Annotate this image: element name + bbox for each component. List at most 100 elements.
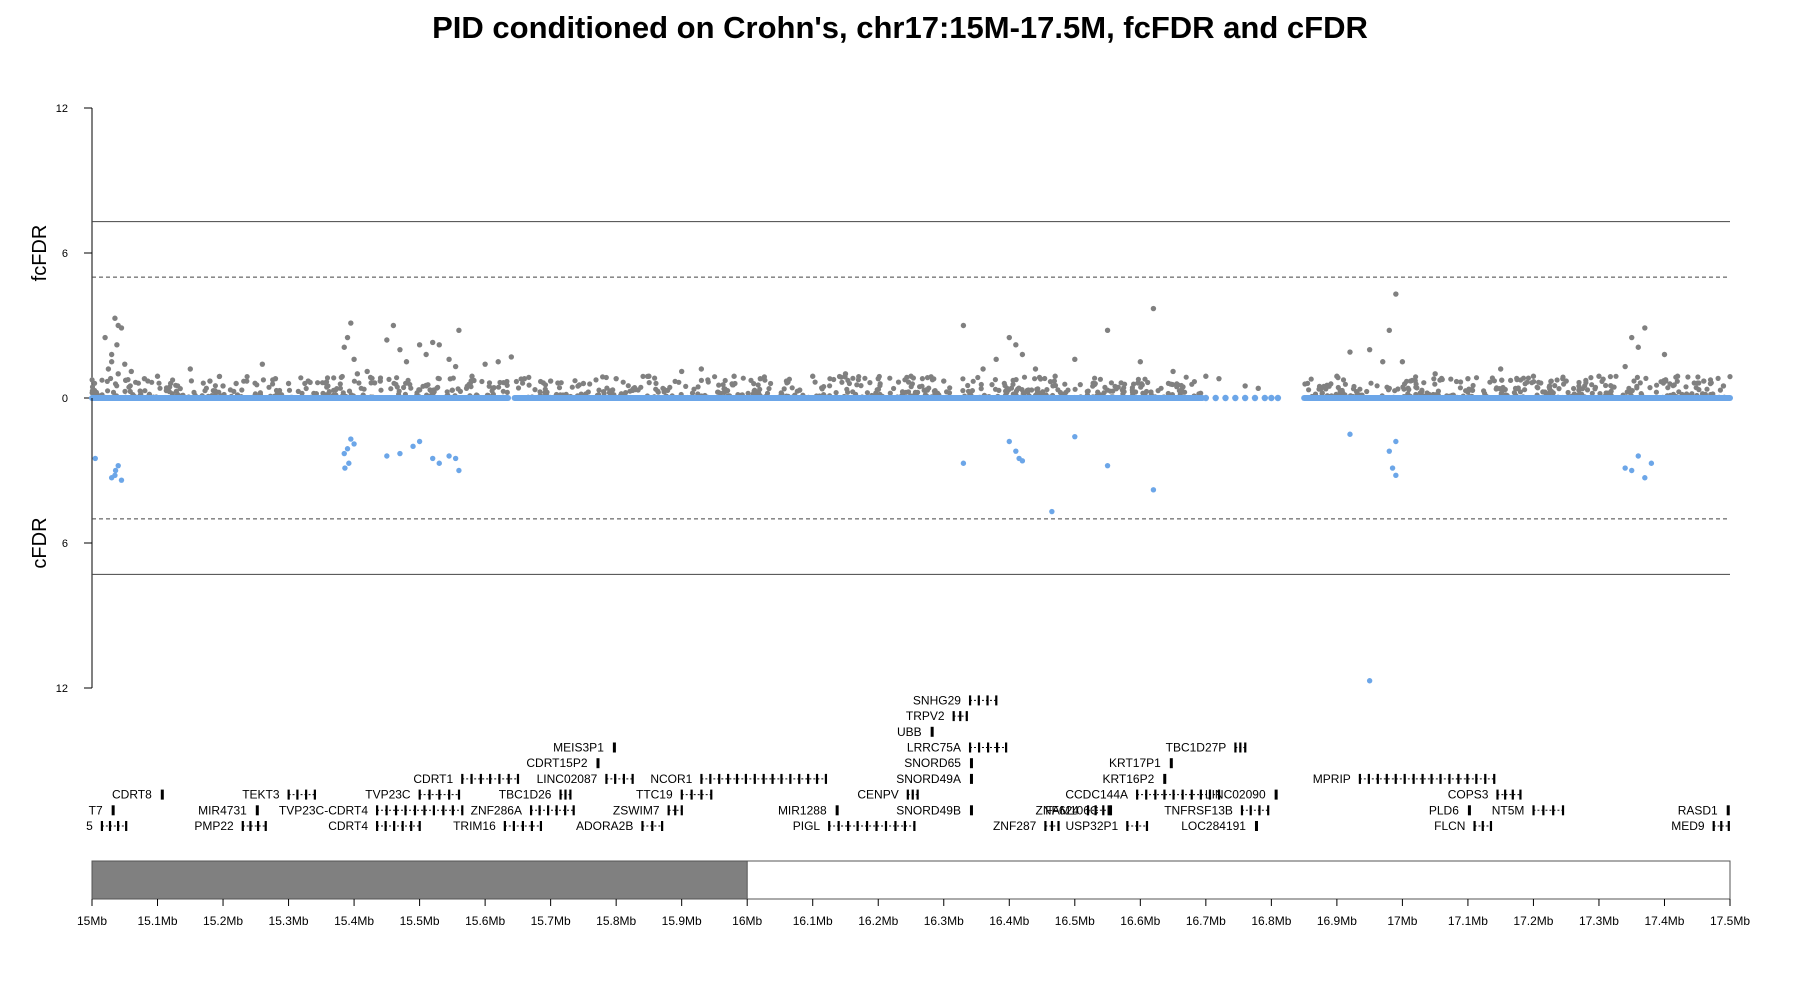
- fcfdr-baseline-point: [751, 381, 757, 387]
- fcfdr-baseline-point: [1183, 374, 1189, 380]
- cfdr-gap-point: [1251, 394, 1259, 402]
- fcfdr-baseline-point: [1603, 382, 1609, 389]
- gene-exon: [815, 773, 819, 784]
- gene-exon: [875, 821, 878, 831]
- gene-exon: [1240, 805, 1244, 816]
- gene-exon: [865, 821, 869, 831]
- fcfdr-point: [469, 373, 475, 379]
- fcfdr-baseline-point: [1497, 386, 1503, 392]
- fcfdr-baseline-point: [838, 374, 844, 380]
- gene-label: LINC02087: [537, 772, 598, 786]
- cfdr-y-axis-label: cFDR: [29, 517, 51, 568]
- gene-label: TNFRSF13B: [1164, 803, 1233, 817]
- fcfdr-baseline-point: [610, 387, 616, 393]
- fcfdr-point: [1432, 371, 1438, 377]
- fcfdr-baseline-point: [1611, 384, 1617, 390]
- fcfdr-baseline-point: [989, 382, 995, 388]
- gene-exon: [1163, 789, 1166, 800]
- gene-exon: [432, 805, 435, 816]
- cfdr-point: [384, 453, 390, 459]
- gene-exon: [547, 805, 550, 816]
- gene-exon: [1367, 773, 1370, 784]
- fcfdr-baseline-point: [351, 378, 357, 384]
- cfdr-point: [1629, 467, 1635, 474]
- fcfdr-point: [1465, 375, 1471, 382]
- fcfdr-baseline-point: [526, 374, 532, 380]
- gene-label: SNORD49A: [896, 772, 961, 786]
- fcfdr-baseline-point: [324, 375, 331, 381]
- fcfdr-baseline-point: [652, 375, 658, 381]
- fcfdr-baseline-point: [504, 389, 510, 395]
- fcfdr-baseline-point: [1695, 374, 1701, 380]
- fcfdr-baseline-point: [1122, 381, 1128, 387]
- cfdr-point: [346, 460, 352, 466]
- fcfdr-baseline-point: [572, 378, 578, 384]
- gene-label: LRRC75A: [907, 741, 961, 755]
- gene-exon: [241, 821, 244, 831]
- gene-exon: [448, 789, 451, 800]
- gene-label: MIR1288: [778, 803, 827, 817]
- fcfdr-baseline-point: [1097, 376, 1103, 382]
- fcfdr-baseline-point: [1487, 379, 1493, 385]
- fcfdr-baseline-point: [1431, 376, 1437, 382]
- gene-label: PIGL: [793, 819, 821, 833]
- fcfdr-baseline-point: [1129, 385, 1135, 391]
- fcfdr-baseline-point: [827, 383, 833, 389]
- fcfdr-baseline-point: [667, 384, 673, 390]
- fcfdr-baseline-point: [1424, 390, 1430, 396]
- fcfdr-point: [167, 380, 174, 387]
- fcfdr-baseline-point: [455, 386, 461, 392]
- gene-exon: [438, 789, 441, 800]
- gene-exon: [564, 805, 567, 816]
- fcfdr-baseline-point: [200, 380, 206, 386]
- fcfdr-baseline-point: [1308, 376, 1314, 382]
- gene-exon: [1154, 789, 1157, 800]
- gene-exon: [771, 773, 774, 784]
- x-tick-label: 16.8Mb: [1251, 914, 1291, 928]
- fcfdr-baseline-point: [1550, 390, 1556, 396]
- fcfdr-baseline-point: [969, 388, 976, 394]
- fcfdr-baseline-point: [1004, 385, 1010, 391]
- fcfdr-baseline-point: [827, 376, 833, 382]
- gene-exon: [313, 789, 316, 800]
- fcfdr-baseline-point: [339, 373, 345, 380]
- fcfdr-baseline-point: [1435, 388, 1441, 394]
- gene-label: TVP23C-CDRT4: [279, 803, 368, 817]
- fcfdr-baseline-point: [854, 382, 860, 388]
- x-tick-label: 16.6Mb: [1120, 914, 1160, 928]
- fcfdr-baseline-point: [1520, 375, 1527, 381]
- fcfdr-baseline-point: [356, 380, 362, 386]
- cfdr-point: [1393, 472, 1399, 479]
- fcfdr-baseline-point: [712, 374, 718, 380]
- fcfdr-baseline-point: [845, 377, 851, 383]
- fcfdr-baseline-point: [862, 375, 868, 381]
- fcfdr-baseline-point: [1589, 382, 1595, 388]
- gene-label: NCOR1: [650, 772, 692, 786]
- gene-exon: [401, 821, 404, 831]
- cfdr-point: [1622, 465, 1628, 471]
- fcfdr-baseline-point: [1683, 384, 1689, 390]
- fcfdr-baseline-point: [156, 380, 162, 386]
- fcfdr-point: [842, 371, 849, 377]
- fcfdr-baseline-point: [1386, 385, 1392, 391]
- gene-exon: [108, 821, 112, 831]
- cfdr-point: [410, 443, 416, 450]
- fcfdr-baseline-point: [1524, 379, 1530, 385]
- fcfdr-baseline-point: [695, 384, 701, 390]
- fcfdr-baseline-point: [1481, 388, 1487, 394]
- gene-exon: [559, 789, 562, 800]
- fcfdr-point: [354, 371, 361, 377]
- fcfdr-baseline-point: [1142, 376, 1148, 382]
- cfdr-point: [341, 450, 347, 457]
- gene-exon: [1208, 789, 1212, 800]
- fcfdr-point: [1674, 373, 1681, 379]
- fcfdr-baseline-point: [1473, 375, 1480, 381]
- fcfdr-baseline-point: [691, 386, 697, 392]
- gene-exon: [418, 789, 421, 800]
- cfdr-point: [342, 465, 348, 471]
- fcfdr-baseline-point: [479, 378, 485, 385]
- fcfdr-baseline-point: [1552, 383, 1558, 389]
- fcfdr-baseline-point: [1531, 379, 1537, 385]
- fcfdr-baseline-point: [403, 380, 409, 386]
- fcfdr-point: [108, 359, 115, 365]
